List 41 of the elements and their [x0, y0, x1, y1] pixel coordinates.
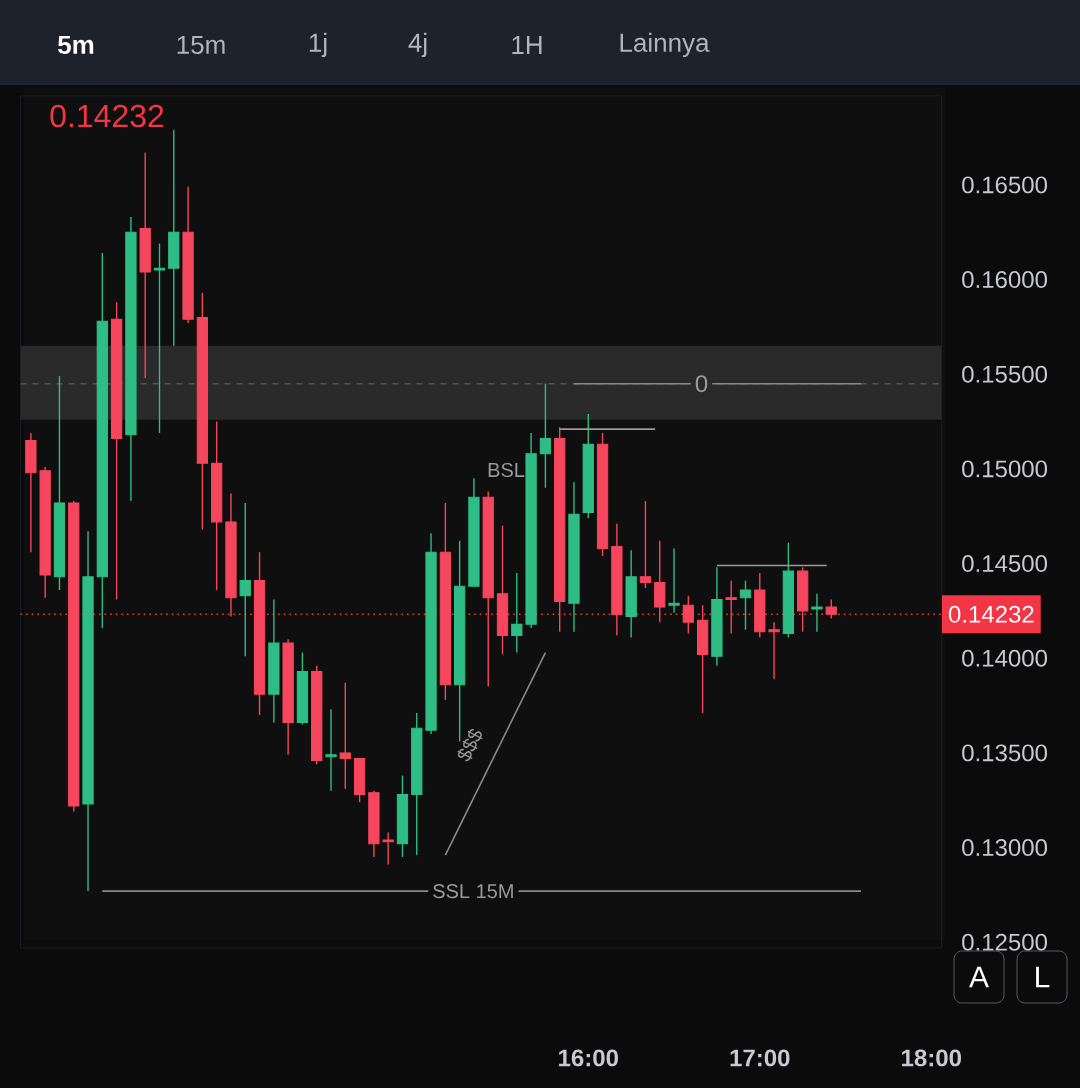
y-tick-label: 0.14500 — [962, 555, 1048, 573]
text: 1j — [309, 32, 327, 58]
candlestick — [511, 572, 523, 654]
y-tick-label: 0.13500 — [962, 744, 1048, 762]
candlestick — [811, 593, 823, 633]
annotation: SSL 15M — [433, 884, 513, 899]
x-tick-label: 18:00 — [902, 1049, 961, 1067]
candlestick — [239, 502, 251, 658]
annotation: $$$ — [457, 728, 483, 762]
y-tick-label: 0.16500 — [962, 176, 1048, 194]
candlestick — [739, 579, 752, 631]
candlestick — [668, 547, 680, 614]
candlestick — [339, 682, 351, 790]
candlestick — [639, 500, 652, 589]
annotation: 0 — [695, 375, 708, 393]
ref-line-label: 0.14232 — [948, 605, 1034, 623]
y-tick-label: 0.15000 — [962, 460, 1048, 478]
candlestick — [768, 621, 780, 680]
y-tick-label: 0.14000 — [962, 649, 1048, 667]
y-tick-label: 0.15500 — [962, 365, 1048, 383]
text: 1H — [512, 36, 542, 54]
y-tick-label: 0.12500 — [962, 933, 1048, 951]
x-tick-label: 17:00 — [730, 1049, 790, 1067]
candlestick — [725, 579, 737, 635]
x-tick-label: 16:00 — [559, 1049, 618, 1067]
y-tick-label: 0.13000 — [962, 839, 1048, 857]
candlestick — [382, 831, 394, 866]
text: A — [969, 966, 989, 988]
y-tick-label: 0.16000 — [962, 271, 1048, 289]
text: 4j — [408, 32, 427, 58]
text: 5m — [58, 35, 94, 55]
text: 15m — [177, 35, 225, 55]
annotation: 0.14232 — [50, 104, 164, 128]
candlestick — [539, 382, 552, 489]
candlestick — [325, 708, 337, 792]
annotation: BSL — [488, 462, 525, 478]
text: Lainnya — [620, 32, 710, 58]
text: L — [1036, 966, 1050, 988]
candlestick — [153, 242, 166, 434]
candlestick — [682, 595, 694, 635]
candlestick — [825, 598, 837, 620]
